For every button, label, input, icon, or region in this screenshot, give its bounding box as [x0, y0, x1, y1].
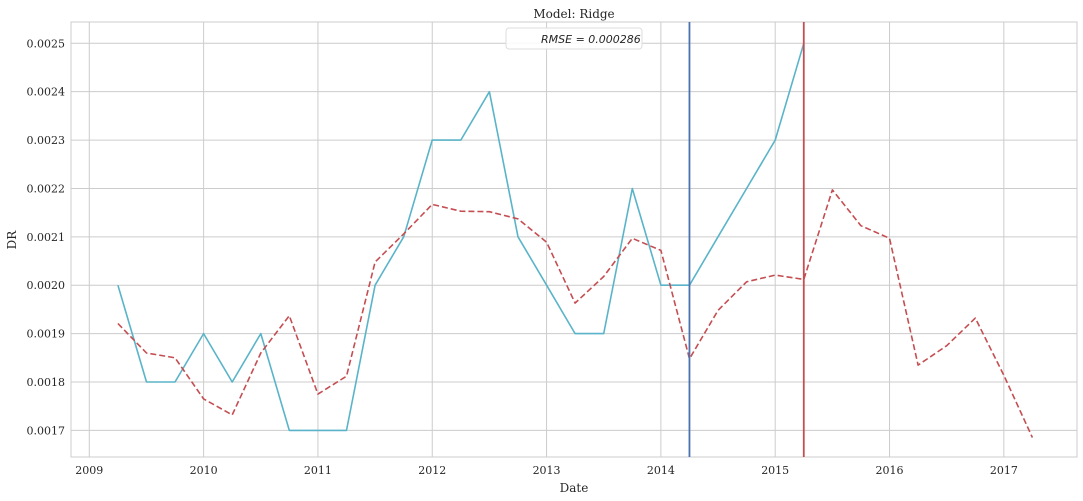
y-tick-label: 0.0018 — [27, 376, 66, 389]
vertical-markers — [688, 22, 805, 457]
x-tick-label: 2013 — [533, 464, 561, 477]
y-tick-label: 0.0020 — [27, 279, 66, 292]
y-tick-label: 0.0017 — [27, 424, 66, 437]
plot-area — [70, 21, 1078, 458]
predicted-series-line — [117, 189, 1034, 438]
y-tick-label: 0.0022 — [27, 182, 66, 195]
x-tick-label: 2014 — [647, 464, 675, 477]
chart-title: Model: Ridge — [533, 7, 614, 21]
x-tick-label: 2010 — [190, 464, 218, 477]
legend-box — [505, 27, 643, 50]
x-tick-label: 2016 — [876, 464, 904, 477]
x-tick-label: 2015 — [761, 464, 789, 477]
gridlines — [71, 22, 1077, 457]
legend: RMSE = 0.000286 — [505, 27, 643, 50]
y-tick-label: 0.0023 — [27, 134, 66, 147]
x-tick-label: 2009 — [75, 464, 103, 477]
x-tick-label: 2017 — [990, 464, 1018, 477]
x-axis-title: Date — [560, 481, 589, 495]
y-tick-label: 0.0021 — [27, 231, 66, 244]
legend-label: RMSE = 0.000286 — [541, 33, 641, 46]
y-axis-ticks: 0.0017 0.0018 0.0019 0.0020 0.0021 0.0022 0.00… — [27, 37, 66, 437]
x-axis-ticks: 2009 2010 2011 2012 2013 2014 2015 2016 2017 — [75, 464, 1018, 477]
y-axis-title: DR — [5, 230, 19, 250]
y-tick-label: 0.0025 — [27, 37, 66, 50]
y-tick-label: 0.0024 — [27, 86, 66, 99]
x-tick-label: 2012 — [418, 464, 446, 477]
x-tick-label: 2011 — [304, 464, 332, 477]
y-tick-label: 0.0019 — [27, 328, 66, 341]
